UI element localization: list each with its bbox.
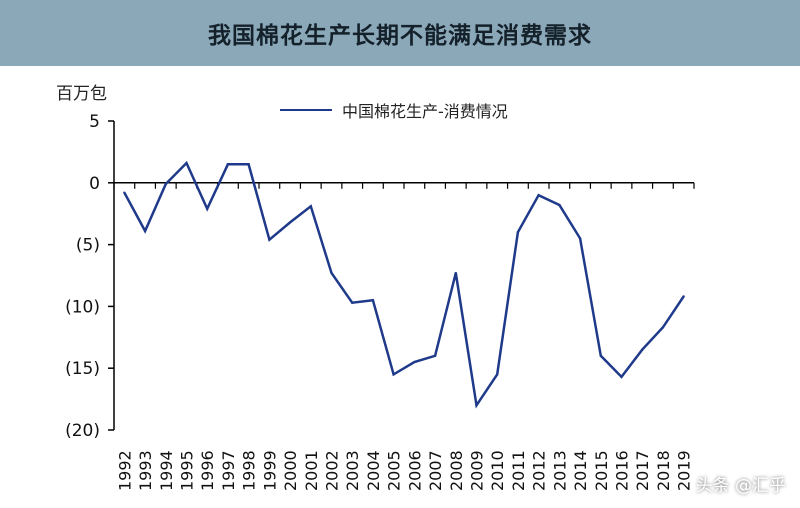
data-point bbox=[433, 354, 437, 358]
data-point bbox=[123, 191, 126, 194]
x-tick-label: 2019 bbox=[675, 450, 694, 491]
watermark-text: 头条 @汇乎 bbox=[695, 476, 786, 496]
legend-label: 中国棉花生产-消费情况 bbox=[342, 102, 508, 121]
data-point bbox=[496, 373, 499, 376]
x-tick-label: 2011 bbox=[509, 450, 528, 491]
data-point bbox=[682, 295, 685, 298]
x-tick-label: 1999 bbox=[260, 450, 279, 491]
data-point bbox=[620, 375, 623, 379]
data-point bbox=[454, 271, 457, 275]
x-tick-label: 2007 bbox=[426, 450, 445, 491]
data-point bbox=[288, 221, 292, 224]
legend-line-swatch bbox=[280, 109, 332, 111]
data-point bbox=[516, 231, 520, 234]
series-line bbox=[123, 160, 685, 409]
data-point bbox=[413, 360, 416, 364]
x-tick-label: 2003 bbox=[343, 450, 362, 491]
data-point bbox=[309, 205, 312, 208]
data-point bbox=[599, 354, 602, 358]
y-axis-unit-label: 百万包 bbox=[56, 84, 107, 104]
y-tick-label: (15) bbox=[65, 359, 100, 379]
chart-legend: 中国棉花生产-消费情况 bbox=[280, 98, 508, 122]
x-tick-label: 2001 bbox=[302, 450, 321, 491]
x-tick-label: 2018 bbox=[654, 450, 673, 491]
data-point bbox=[164, 182, 167, 186]
y-tick-label: (5) bbox=[76, 236, 100, 256]
x-tick-label: 1997 bbox=[219, 450, 238, 491]
x-tick-label: 2008 bbox=[447, 450, 466, 491]
x-tick-label: 1993 bbox=[136, 450, 155, 491]
data-point bbox=[247, 163, 250, 166]
data-point bbox=[578, 237, 582, 240]
data-point bbox=[206, 207, 209, 210]
y-tick-label: (10) bbox=[65, 297, 100, 317]
x-tick-label: 2012 bbox=[530, 450, 549, 491]
x-tick-label: 1992 bbox=[115, 450, 134, 491]
x-tick-label: 2013 bbox=[550, 450, 569, 491]
x-tick-label: 2009 bbox=[468, 450, 487, 491]
chart-title-bar: 我国棉花生产长期不能满足消费需求 bbox=[0, 0, 800, 66]
data-point bbox=[537, 193, 540, 197]
y-tick-label: (20) bbox=[65, 421, 100, 441]
x-tick-label: 2006 bbox=[405, 450, 424, 491]
data-point bbox=[371, 299, 375, 302]
x-tick-label: 1994 bbox=[157, 450, 176, 491]
data-point bbox=[661, 326, 665, 329]
x-tick-label: 1995 bbox=[178, 450, 197, 491]
x-tick-label: 2005 bbox=[385, 450, 404, 491]
chart-title: 我国棉花生产长期不能满足消费需求 bbox=[208, 22, 592, 49]
x-tick-label: 2016 bbox=[613, 450, 632, 491]
x-tick-label: 2000 bbox=[281, 450, 300, 491]
data-point bbox=[641, 348, 644, 351]
x-tick-label: 2015 bbox=[592, 450, 611, 491]
line-chart: 50(5)(10)(15)(20)1992 1993 1994 1995 1996 199… bbox=[65, 112, 695, 491]
y-tick-label: 0 bbox=[89, 174, 100, 194]
data-point bbox=[330, 271, 333, 275]
x-tick-label: 2010 bbox=[488, 450, 507, 491]
x-tick-label: 2004 bbox=[364, 450, 383, 491]
x-tick-label: 2017 bbox=[633, 450, 652, 491]
data-point bbox=[268, 238, 271, 241]
x-tick-label: 1998 bbox=[240, 450, 259, 491]
data-point bbox=[351, 301, 354, 304]
x-tick-label: 1996 bbox=[198, 450, 217, 491]
data-point bbox=[475, 404, 478, 407]
data-point bbox=[185, 161, 188, 165]
data-point bbox=[143, 229, 147, 233]
x-tick-label: 2002 bbox=[323, 450, 342, 491]
y-tick-label: 5 bbox=[89, 112, 100, 132]
data-point bbox=[226, 163, 230, 166]
data-point bbox=[392, 373, 395, 376]
x-tick-label: 2014 bbox=[571, 450, 590, 491]
data-point bbox=[558, 203, 561, 207]
